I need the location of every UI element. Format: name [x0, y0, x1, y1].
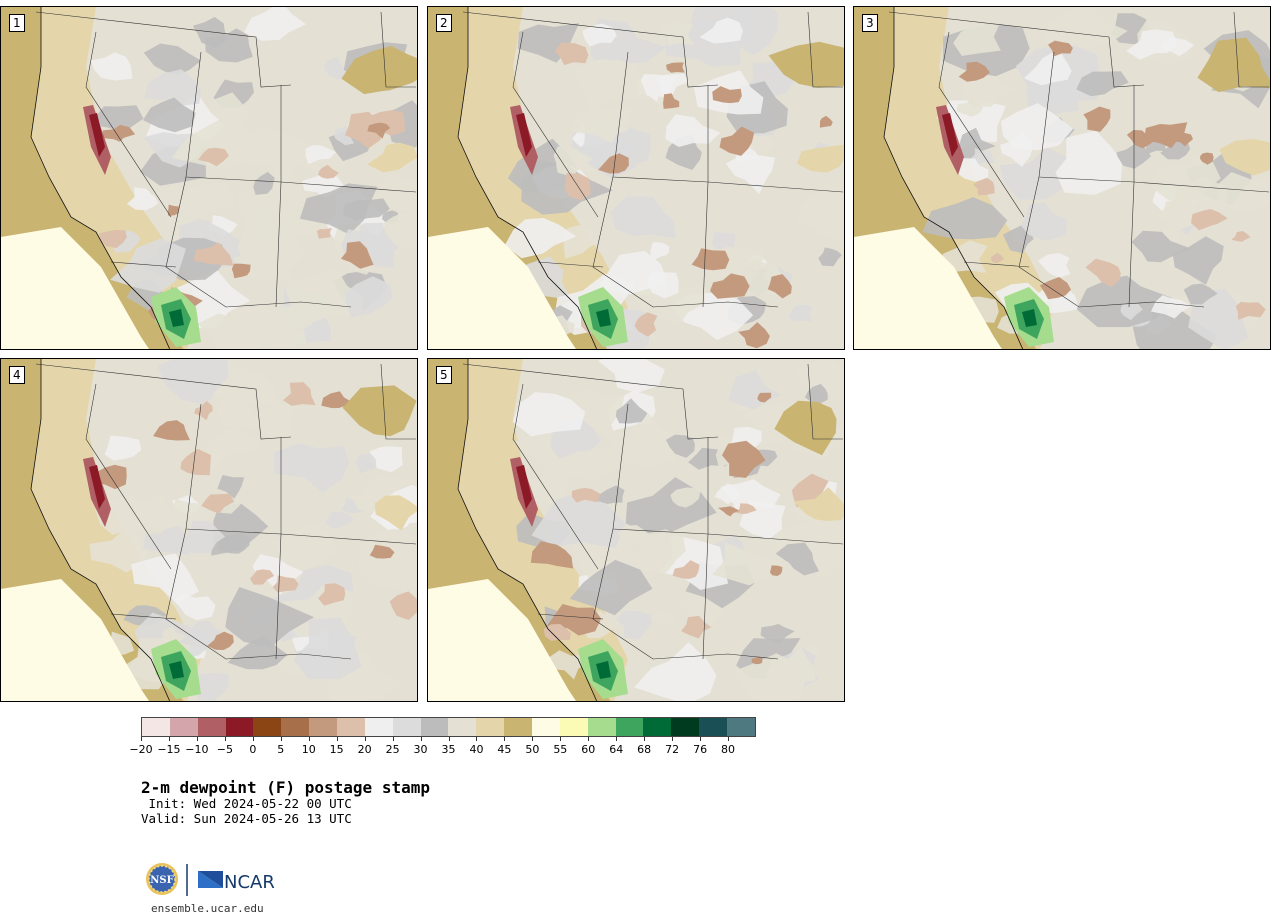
colorbar-segment: [197, 718, 226, 736]
map-1: [1, 7, 417, 349]
svg-text:NSF: NSF: [150, 875, 173, 886]
colorbar-tick: [168, 737, 170, 741]
colorbar-segment: [727, 718, 755, 736]
colorbar-tick-label: 72: [665, 743, 680, 756]
colorbar-tick-label: 80: [721, 743, 736, 756]
colorbar-tick-label: −15: [157, 743, 181, 756]
colorbar-tick: [336, 737, 338, 741]
colorbar-tick-label: 10: [301, 743, 316, 756]
colorbar-tick-label: 50: [525, 743, 540, 756]
svg-text:NCAR: NCAR: [224, 872, 274, 893]
colorbar-tick-label: 15: [329, 743, 344, 756]
colorbar-segment: [281, 718, 310, 736]
colorbar-tick-label: 40: [469, 743, 484, 756]
colorbar-segment: [392, 718, 421, 736]
colorbar-tick-label: 25: [385, 743, 400, 756]
colorbar-segment: [643, 718, 672, 736]
map-panel-3: 3: [853, 6, 1271, 350]
colorbar-segment: [476, 718, 505, 736]
colorbar-tick: [448, 737, 450, 741]
colorbar-tick-label: 35: [441, 743, 456, 756]
colorbar-tick: [364, 737, 366, 741]
colorbar-segment: [532, 718, 560, 736]
chart-title: 2-m dewpoint (F) postage stamp: [141, 778, 430, 797]
colorbar-tick: [700, 737, 702, 741]
colorbar-tick: [392, 737, 394, 741]
nsf-logo-icon: NSF: [146, 863, 178, 895]
colorbar-tick: [560, 737, 562, 741]
colorbar-segment: [504, 718, 533, 736]
colorbar-tick: [224, 737, 226, 741]
colorbar-tick: [672, 737, 674, 741]
ncar-logo-icon: NCAR: [198, 871, 275, 893]
panel-label-4: 4: [9, 366, 25, 384]
colorbar-tick: [532, 737, 534, 741]
colorbar-tick-label: −10: [185, 743, 209, 756]
colorbar-segment: [699, 718, 728, 736]
panel-label-5: 5: [436, 366, 452, 384]
map-panel-5: 5: [427, 358, 845, 702]
panel-label-2: 2: [436, 14, 452, 32]
map-4: [1, 359, 417, 701]
colorbar-segment: [142, 718, 170, 736]
init-time: Init: Wed 2024-05-22 00 UTC: [141, 796, 352, 811]
colorbar-tick-label: 64: [609, 743, 624, 756]
colorbar-tick: [728, 737, 730, 741]
site-url: ensemble.ucar.edu: [151, 902, 264, 915]
map-panel-4: 4: [0, 358, 418, 702]
colorbar-tick: [196, 737, 198, 741]
panel-label-3: 3: [862, 14, 878, 32]
colorbar-tick: [280, 737, 282, 741]
colorbar-tick: [588, 737, 590, 741]
colorbar-segment: [559, 718, 588, 736]
map-3: [854, 7, 1270, 349]
colorbar-tick: [476, 737, 478, 741]
colorbar-tick: [644, 737, 646, 741]
colorbar-tick-label: 0: [249, 743, 257, 756]
colorbar-tick-label: 30: [413, 743, 428, 756]
colorbar-tick: [504, 737, 506, 741]
colorbar-tick: [308, 737, 310, 741]
colorbar-tick-label: 45: [497, 743, 512, 756]
map-panel-1: 1: [0, 6, 418, 350]
colorbar-tick-label: 76: [693, 743, 708, 756]
map-panel-2: 2: [427, 6, 845, 350]
colorbar-tick: [420, 737, 422, 741]
colorbar-ticks: −20 −15 −10 −5 0 5 10 15 20 25 30 35 40 45 50 55 60 64 68 7…: [129, 737, 756, 759]
map-2: [428, 7, 844, 349]
colorbar-segment: [225, 718, 254, 736]
colorbar-segment: [337, 718, 365, 736]
colorbar-segment: [420, 718, 449, 736]
colorbar-tick-label: 5: [277, 743, 285, 756]
colorbar-tick-label: −5: [216, 743, 233, 756]
logos: NSF NCAR: [144, 860, 275, 898]
panel-label-1: 1: [9, 14, 25, 32]
colorbar-segment: [169, 718, 198, 736]
colorbar-segment: [448, 718, 477, 736]
colorbar-segment: [671, 718, 700, 736]
colorbar-tick: [252, 737, 254, 741]
colorbar-tick-label: 60: [581, 743, 596, 756]
colorbar-tick-label: 68: [637, 743, 652, 756]
colorbar-segment: [364, 718, 393, 736]
colorbar-tick: [616, 737, 618, 741]
colorbar-segment: [253, 718, 282, 736]
colorbar-segment: [615, 718, 644, 736]
map-5: [428, 359, 844, 701]
colorbar-tick-label: 55: [553, 743, 568, 756]
colorbar-tick-label: −20: [129, 743, 153, 756]
colorbar-tick-label: 20: [357, 743, 372, 756]
valid-time: Valid: Sun 2024-05-26 13 UTC: [141, 811, 352, 826]
nsf-ncar-logo: NSF NCAR: [146, 863, 275, 896]
colorbar-segment: [309, 718, 338, 736]
colorbar-segment: [587, 718, 616, 736]
colorbar-tick: [141, 737, 142, 741]
colorbar: [141, 717, 756, 737]
